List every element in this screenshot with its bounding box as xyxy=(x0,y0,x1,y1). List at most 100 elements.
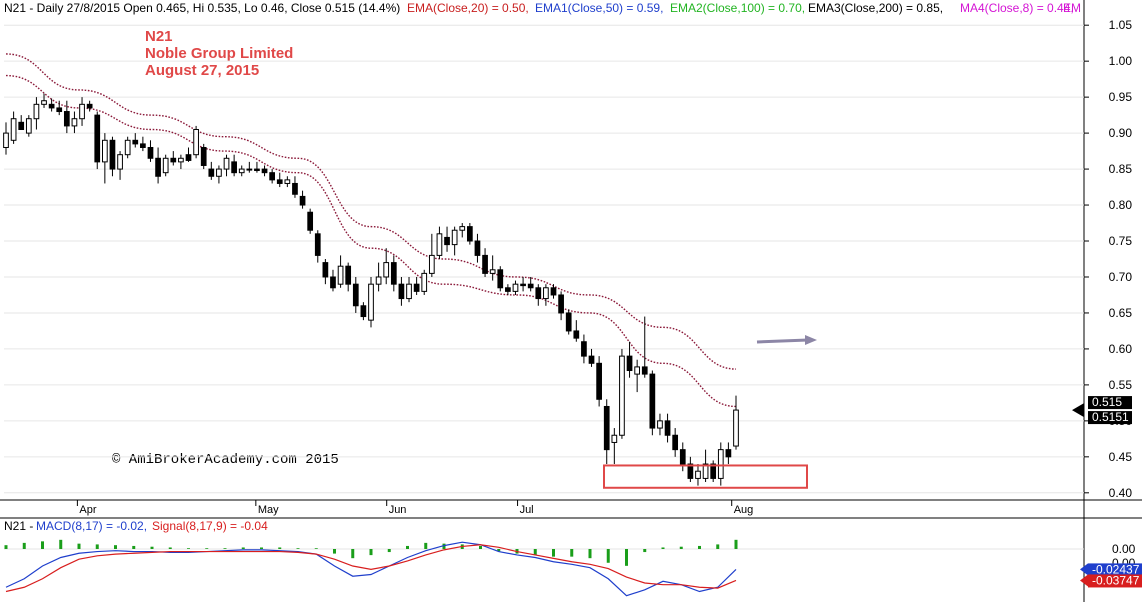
candle-body xyxy=(132,139,139,145)
candle-body xyxy=(86,103,93,109)
candle-body xyxy=(664,420,671,436)
candle-body xyxy=(101,139,108,163)
candle-body xyxy=(482,254,488,274)
candle-body xyxy=(337,265,344,285)
candle-body xyxy=(520,283,526,287)
arrow-shaft xyxy=(756,338,809,344)
macd-last-box xyxy=(1088,574,1142,588)
candle-body xyxy=(672,434,679,451)
candle-body xyxy=(208,168,215,177)
candle-body xyxy=(109,139,116,170)
candle-body xyxy=(216,168,222,177)
ema-line xyxy=(5,74,737,408)
candle-body xyxy=(383,262,390,278)
month-axis: Apr May Jun Jul Aug xyxy=(76,500,753,516)
candle-body xyxy=(444,236,450,246)
x-tick-label: May xyxy=(258,504,279,516)
support-box xyxy=(603,464,808,489)
candle-body xyxy=(649,373,656,429)
candle-body xyxy=(679,449,686,465)
candle-body xyxy=(170,157,177,163)
candle-body xyxy=(611,434,618,443)
candle-body xyxy=(436,233,443,256)
candle-body xyxy=(63,111,70,127)
candle-body xyxy=(200,146,207,166)
candle-body xyxy=(124,139,131,156)
last-price-label: 0.5151 xyxy=(1092,410,1129,424)
macd-header-macd: MACD(8,17) = -0.02, xyxy=(36,519,147,533)
candle-body xyxy=(565,312,572,332)
x-tick-label: Jun xyxy=(389,504,407,516)
candle-body xyxy=(193,129,199,156)
macd-y-tick-label: 0.00 xyxy=(1112,542,1136,556)
candle-body xyxy=(596,362,602,400)
x-tick-label: Apr xyxy=(79,504,96,516)
candle-body xyxy=(79,103,85,120)
y-tick-label: 0.95 xyxy=(1109,90,1133,104)
macd-line xyxy=(5,541,737,597)
candle-body xyxy=(261,168,268,174)
candle-body xyxy=(71,118,78,127)
candle-body xyxy=(543,287,549,300)
candle-body xyxy=(702,463,709,479)
annotation-date: August 27, 2015 xyxy=(145,62,259,79)
candle-body xyxy=(375,276,382,285)
candle-body xyxy=(725,449,732,458)
candle-body xyxy=(10,118,17,141)
price-axis: 0.400.450.500.550.600.650.700.750.800.85… xyxy=(1072,18,1132,500)
candle-body xyxy=(254,168,260,172)
candle-body xyxy=(368,283,374,321)
candle-body xyxy=(619,355,625,436)
y-tick-label: 0.40 xyxy=(1109,486,1133,500)
header-ema200: EMA3(Close,200) = 0.85, xyxy=(808,1,943,15)
candle-body xyxy=(117,154,123,170)
candle-body xyxy=(413,283,420,292)
candle-body xyxy=(3,132,9,148)
price-pointer xyxy=(1072,403,1084,418)
x-tick-label: Jul xyxy=(520,504,534,516)
last-price-label: 0.515 xyxy=(1092,395,1122,409)
macd-last-box xyxy=(1088,563,1142,577)
candle-body xyxy=(33,103,40,120)
candle-body xyxy=(451,229,458,246)
annotation-company: Noble Group Limited xyxy=(145,45,293,62)
candle-body xyxy=(345,265,352,285)
candle-body xyxy=(231,161,237,174)
candle-body xyxy=(307,211,314,231)
candle-body xyxy=(140,143,146,148)
candle-body xyxy=(314,233,321,256)
candle-body xyxy=(147,146,154,159)
candle-body xyxy=(466,226,473,242)
candle-body xyxy=(710,463,717,479)
macd-pointer xyxy=(1080,563,1088,576)
candle-body xyxy=(18,121,25,131)
candle-body xyxy=(497,269,504,289)
candle-body xyxy=(48,103,55,109)
candle-body xyxy=(246,168,253,171)
candle-body xyxy=(573,330,580,339)
candle-body xyxy=(299,195,306,206)
candle-body xyxy=(717,449,724,479)
header-ema20: EMA(Close,20) = 0.50, xyxy=(407,1,529,15)
candle-body xyxy=(428,254,435,274)
candle-body xyxy=(178,157,184,163)
y-tick-label: 0.80 xyxy=(1109,198,1133,212)
candle-body xyxy=(155,157,161,177)
header-trail: EM xyxy=(1063,1,1081,15)
candle-body xyxy=(322,262,329,278)
candle-body xyxy=(505,287,511,292)
candle-body xyxy=(352,283,359,307)
candle-body xyxy=(56,107,63,113)
candle-body xyxy=(581,341,587,357)
grid-lines xyxy=(4,24,1084,494)
macd-header-prefix: N21 - xyxy=(4,519,33,533)
candle-body xyxy=(162,157,169,174)
candle-body xyxy=(474,240,481,256)
signal-line xyxy=(5,544,737,593)
y-tick-label: 0.90 xyxy=(1109,126,1133,140)
macd-last-label: -0.02437 xyxy=(1092,562,1140,576)
candle-body xyxy=(41,100,47,105)
header-ma8: MA4(Close,8) = 0.44, xyxy=(960,1,1074,15)
